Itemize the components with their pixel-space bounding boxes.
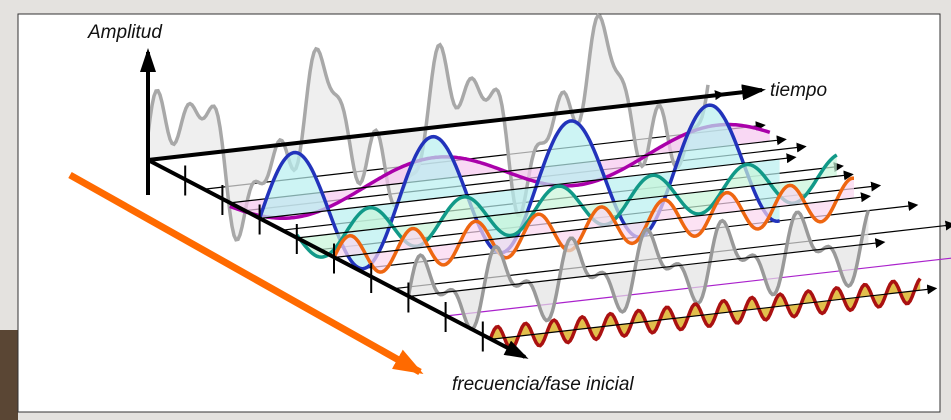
time-label: tiempo bbox=[770, 80, 827, 101]
corner bbox=[0, 330, 18, 420]
page: Amplitud tiempo frecuencia/fase inicial … bbox=[0, 0, 951, 420]
frequency-label: frecuencia/fase inicial bbox=[452, 374, 634, 395]
amplitude-label: Amplitud bbox=[87, 22, 163, 43]
diagram: Amplitud tiempo frecuencia/fase inicial bbox=[0, 0, 951, 420]
